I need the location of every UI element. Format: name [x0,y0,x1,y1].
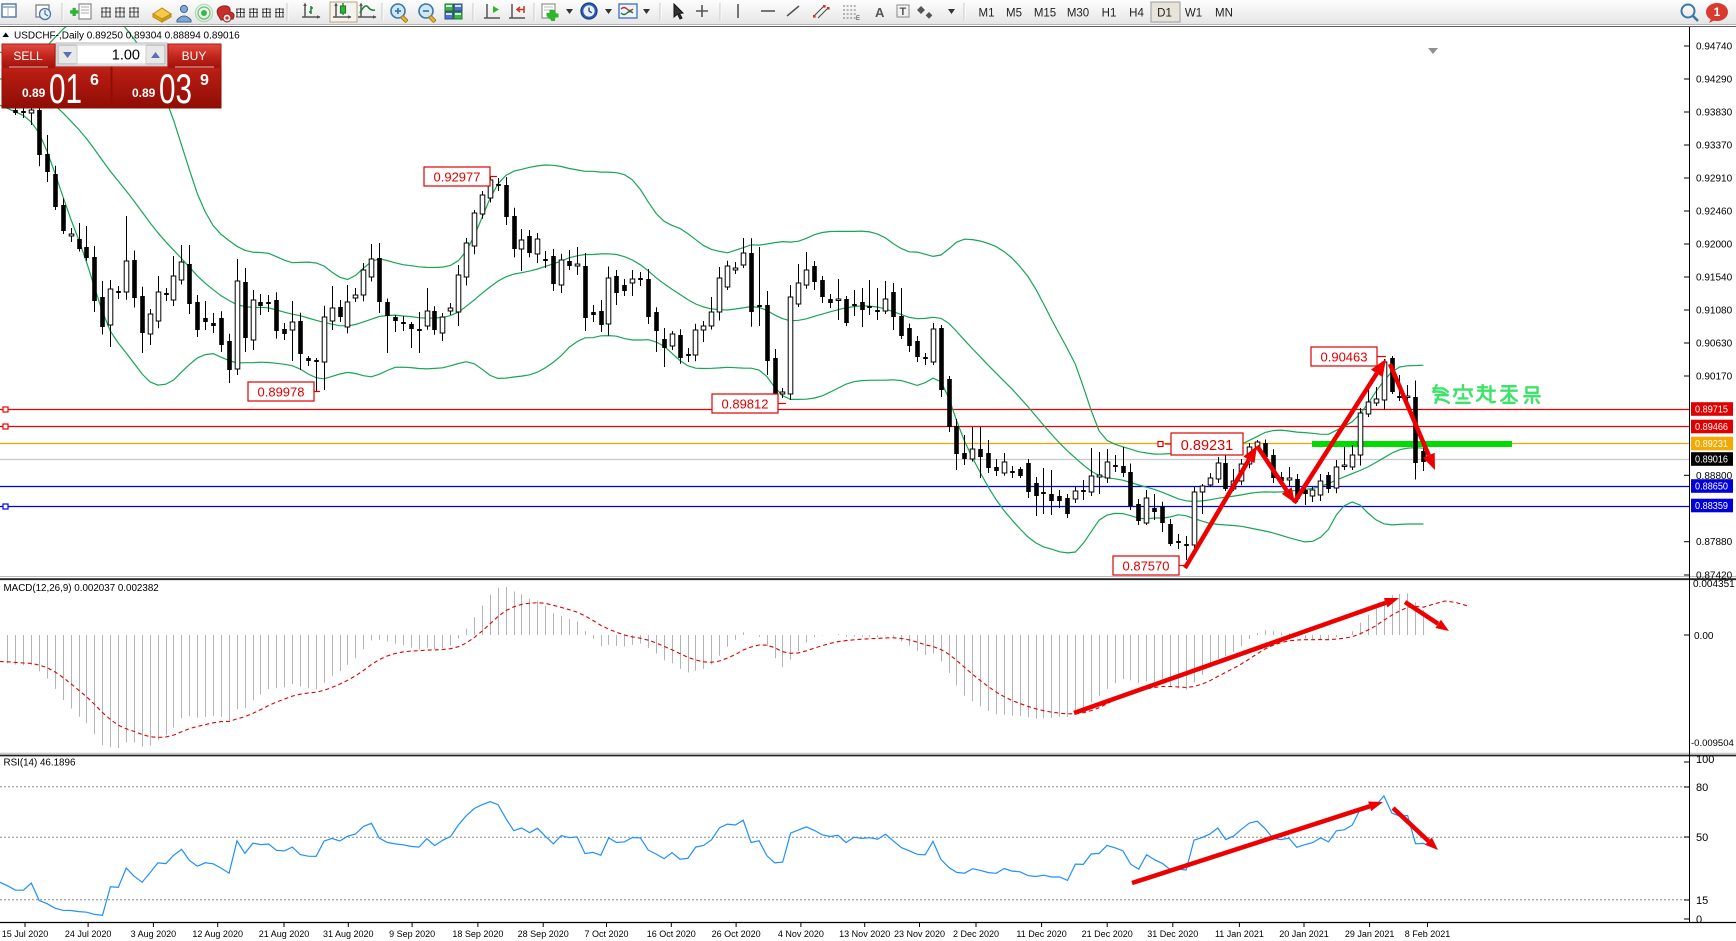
svg-text:0.93370: 0.93370 [1696,141,1733,152]
svg-text:3 Aug 2020: 3 Aug 2020 [131,929,177,939]
svg-text:11 Dec 2020: 11 Dec 2020 [1016,929,1066,939]
svg-text:0.92910: 0.92910 [1696,174,1733,185]
svg-text:A: A [875,5,885,20]
svg-text:0.91540: 0.91540 [1696,273,1733,284]
svg-text:0.89: 0.89 [22,86,46,100]
svg-text:7 Oct 2020: 7 Oct 2020 [584,929,628,939]
svg-text:M15: M15 [1034,8,1056,20]
svg-text:0.87880: 0.87880 [1696,537,1733,548]
svg-text:0.00: 0.00 [1694,631,1714,642]
svg-text:1.00: 1.00 [112,48,140,64]
svg-text:E: E [856,16,860,22]
svg-text:16 Oct 2020: 16 Oct 2020 [647,929,696,939]
svg-text:8 Feb 2021: 8 Feb 2021 [1405,929,1451,939]
svg-text:USDCHF-,Daily 0.89250 0.89304: USDCHF-,Daily 0.89250 0.89304 0.88894 0.… [14,31,240,42]
svg-text:31 Aug 2020: 31 Aug 2020 [323,929,374,939]
svg-text:0.93830: 0.93830 [1696,108,1733,119]
svg-text:0.87420: 0.87420 [1696,571,1733,582]
svg-text:0.89466: 0.89466 [1695,422,1728,433]
svg-text:M1: M1 [979,8,995,20]
svg-text:4 Nov 2020: 4 Nov 2020 [778,929,824,939]
svg-text:18 Sep 2020: 18 Sep 2020 [452,929,503,939]
svg-text:24 Jul 2020: 24 Jul 2020 [65,929,112,939]
svg-text:12 Aug 2020: 12 Aug 2020 [192,929,243,939]
svg-text:6: 6 [90,72,99,89]
svg-text:0.90170: 0.90170 [1696,372,1733,383]
svg-text:2 Dec 2020: 2 Dec 2020 [953,929,999,939]
svg-text:01: 01 [49,65,82,112]
svg-text:0: 0 [1696,914,1702,926]
svg-text:0.94740: 0.94740 [1696,42,1733,53]
svg-text:0.92460: 0.92460 [1696,207,1733,218]
svg-text:9 Sep 2020: 9 Sep 2020 [389,929,435,939]
svg-text:SELL: SELL [13,49,43,63]
svg-text:50: 50 [1696,832,1708,844]
svg-text:0.92977: 0.92977 [434,170,481,185]
svg-text:BUY: BUY [182,49,207,63]
svg-text:21 Dec 2020: 21 Dec 2020 [1082,929,1133,939]
svg-text:T: T [900,6,907,18]
svg-text:0.92000: 0.92000 [1696,240,1733,251]
svg-text:0.88359: 0.88359 [1695,501,1728,512]
svg-text:21 Aug 2020: 21 Aug 2020 [259,929,310,939]
svg-text:03: 03 [159,65,192,112]
svg-text:0.89: 0.89 [132,86,156,100]
svg-text:9: 9 [200,72,209,89]
svg-text:100: 100 [1696,754,1714,766]
svg-text:0.89231: 0.89231 [1181,438,1233,454]
svg-text:MN: MN [1215,8,1233,20]
svg-text:0.88800: 0.88800 [1696,471,1733,482]
svg-text:-0.009504: -0.009504 [1691,738,1734,749]
svg-text:28 Sep 2020: 28 Sep 2020 [518,929,569,939]
svg-text:0.89715: 0.89715 [1695,405,1728,416]
svg-text:31 Dec 2020: 31 Dec 2020 [1147,929,1198,939]
svg-text:23 Nov 2020: 23 Nov 2020 [894,929,945,939]
svg-text:H4: H4 [1129,8,1144,20]
svg-text:11 Jan 2021: 11 Jan 2021 [1215,929,1264,939]
svg-text:M5: M5 [1006,8,1022,20]
svg-text:1: 1 [1714,5,1721,19]
svg-text:13 Nov 2020: 13 Nov 2020 [839,929,890,939]
svg-text:0.89812: 0.89812 [722,397,769,412]
svg-text:H1: H1 [1102,8,1117,20]
svg-text:20 Jan 2021: 20 Jan 2021 [1279,929,1329,939]
svg-text:0.004351: 0.004351 [1693,579,1735,590]
svg-text:0.87570: 0.87570 [1123,559,1170,574]
svg-text:15: 15 [1696,895,1708,907]
svg-text:W1: W1 [1185,8,1202,20]
svg-text:0.89016: 0.89016 [1695,455,1728,466]
svg-text:0.90630: 0.90630 [1696,339,1733,350]
svg-text:RSI(14) 46.1896: RSI(14) 46.1896 [4,758,76,769]
svg-text:0.89978: 0.89978 [258,385,305,400]
svg-text:M30: M30 [1067,8,1089,20]
svg-text:0.88650: 0.88650 [1695,482,1728,493]
svg-text:0.90463: 0.90463 [1321,350,1368,365]
svg-text:D1: D1 [1157,8,1172,20]
svg-text:0.91080: 0.91080 [1696,306,1733,317]
svg-text:80: 80 [1696,782,1708,794]
svg-text:29 Jan 2021: 29 Jan 2021 [1345,929,1395,939]
svg-text:26 Oct 2020: 26 Oct 2020 [712,929,761,939]
svg-text:0.89231: 0.89231 [1695,439,1728,450]
svg-text:15 Jul 2020: 15 Jul 2020 [2,929,49,939]
svg-text:MACD(12,26,9) 0.002037 0.00238: MACD(12,26,9) 0.002037 0.002382 [4,583,159,594]
svg-text:0.94290: 0.94290 [1696,75,1733,86]
